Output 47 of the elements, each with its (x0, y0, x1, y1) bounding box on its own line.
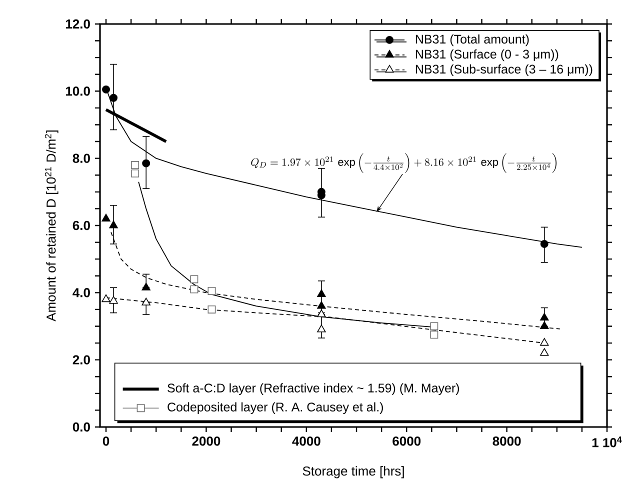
point (109, 220, 118, 228)
y-tick-label: 4.0 (72, 288, 90, 298)
point (430, 322, 438, 330)
legend-label: NB31 (Total amount) (416, 34, 529, 46)
point (131, 161, 140, 170)
point (142, 298, 150, 306)
y-tick-label: 10.0 (66, 86, 90, 96)
point (317, 310, 326, 318)
point (540, 312, 549, 321)
point (102, 294, 110, 302)
legend-label: NB31 (Sub-surface (3 – 16 μm)) (416, 64, 592, 76)
annotation: $Q_{D}=1.97\times10^{21}\,\exp\left(-\frac{t}{4.4\times10^{2}}\right)+8.16\times10^{21}\,\exp\left(-\frac{t}{2.25\times10^{4}}\right)$ (251, 153, 556, 173)
point (190, 275, 198, 284)
point (540, 338, 549, 346)
x-tick-label: 8000 (492, 436, 521, 446)
y-tick-label: 2.0 (72, 355, 90, 364)
point (110, 94, 118, 102)
y-axis-title: Amount of retained D [10$^{21}$ D/m$^{2}$] (44, 130, 58, 322)
y-tick-label: 6.0 (72, 220, 90, 230)
point (142, 282, 150, 290)
point (142, 159, 150, 168)
x-tick-label: 1 10$^{4}$ (592, 436, 622, 448)
point (190, 285, 198, 294)
point (540, 240, 548, 248)
point (102, 214, 110, 222)
x-tick-label: 2000 (192, 436, 220, 446)
x-tick-label: 0 (102, 436, 110, 446)
point (317, 289, 326, 298)
point (317, 324, 326, 332)
point (540, 321, 549, 329)
point (131, 169, 140, 178)
x-axis-title: Storage time [hrs] (302, 466, 404, 478)
point (208, 305, 216, 314)
legend-label: Soft a-C:D layer (Refractive index ~ 1.59) (M. Mayer) (168, 383, 460, 395)
legend-label: Codeposited layer (R. A. Causey et al.) (168, 402, 383, 414)
point (102, 85, 110, 94)
y-tick-label: 8.0 (72, 154, 90, 163)
x-tick-label: 6000 (392, 436, 421, 446)
y-tick-label: 12.0 (66, 19, 90, 29)
point (540, 348, 549, 356)
legend-label: NB31 (Surface (0 - 3 μm)) (416, 49, 558, 62)
point (317, 301, 326, 309)
y-tick-label: 0.0 (72, 422, 90, 432)
point (208, 287, 216, 295)
x-tick-label: 4000 (292, 436, 320, 446)
point (109, 296, 118, 304)
point (430, 330, 438, 339)
